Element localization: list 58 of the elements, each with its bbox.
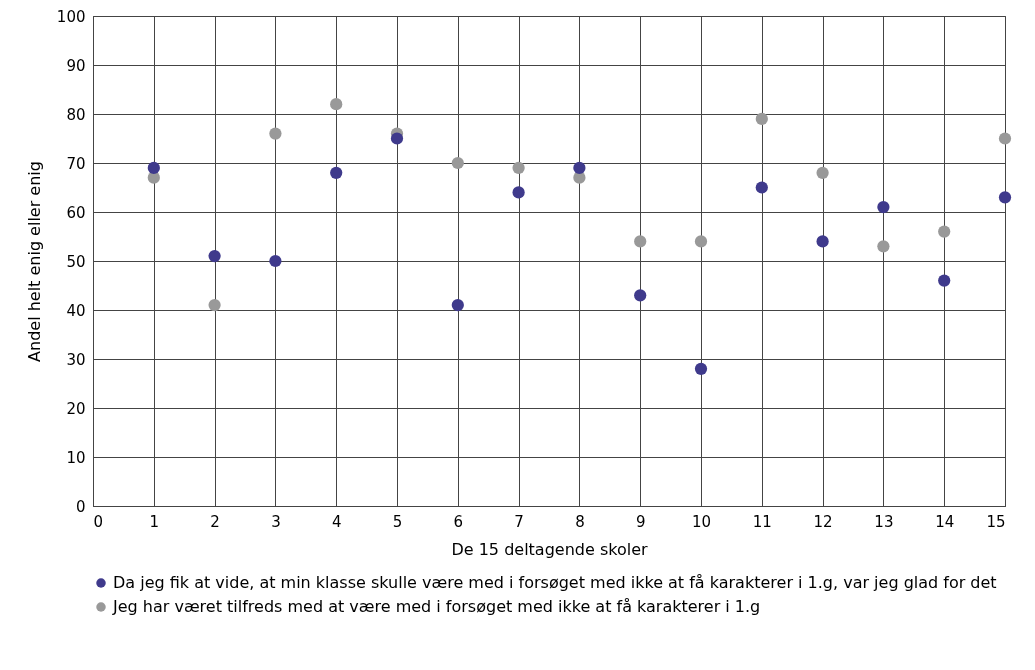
point <box>938 225 951 238</box>
y-tick-label: 60 <box>66 203 86 222</box>
y-tick-label: 80 <box>66 105 86 124</box>
y-tick-label: 30 <box>66 350 86 369</box>
point <box>877 200 890 214</box>
point <box>877 240 890 253</box>
point <box>451 156 464 170</box>
point <box>634 289 647 302</box>
x-tick-label: 7 <box>514 512 524 531</box>
point <box>755 112 768 126</box>
point <box>390 132 404 145</box>
y-axis-title: Andel helt enig eller enig <box>24 161 44 362</box>
x-tick-label: 0 <box>93 512 104 531</box>
point <box>147 161 160 175</box>
x-tick-label: 8 <box>575 512 585 531</box>
point <box>512 186 525 199</box>
x-tick-label: 2 <box>210 512 220 531</box>
x-tick-label: 10 <box>691 512 712 531</box>
point <box>998 191 1012 204</box>
x-tick-label: 6 <box>453 512 464 531</box>
legend-label: Da jeg fik at vide, at min klasse skulle være med i forsøget med ikke at få karakterer i 1.g, var jeg glad for det <box>113 573 997 592</box>
point <box>694 362 708 375</box>
point <box>755 181 768 194</box>
x-tick-label: 12 <box>813 512 833 531</box>
point <box>451 298 464 312</box>
point <box>208 298 221 312</box>
y-tick-label: 50 <box>66 252 86 271</box>
y-tick-label: 90 <box>66 56 86 75</box>
point <box>269 254 282 268</box>
x-tick-label: 1 <box>149 512 160 531</box>
point <box>816 166 829 179</box>
x-tick-label: 3 <box>271 512 281 531</box>
x-tick-label: 9 <box>635 512 646 531</box>
x-tick-label: 14 <box>935 512 955 531</box>
x-tick-label: 4 <box>331 512 342 531</box>
point <box>938 274 951 287</box>
point <box>634 235 647 248</box>
x-tick-label: 13 <box>874 512 894 531</box>
point <box>269 127 282 140</box>
point <box>208 249 221 263</box>
point <box>330 98 343 111</box>
point <box>573 161 586 175</box>
legend-label: Jeg har været tilfreds med at være med i forsøget med ikke at få karakterer i 1.g <box>112 597 761 616</box>
point <box>694 235 708 248</box>
point <box>330 166 343 179</box>
y-tick-label: 100 <box>56 7 86 26</box>
y-tick-label: 70 <box>66 154 86 173</box>
y-tick-label: 0 <box>75 497 86 516</box>
y-tick-label: 10 <box>66 448 86 467</box>
x-tick-label: 5 <box>392 512 403 531</box>
point <box>816 235 829 248</box>
x-axis-title: De 15 deltagende skoler <box>451 539 648 559</box>
x-tick-label: 11 <box>752 512 772 531</box>
x-tick-label: 15 <box>986 512 1006 531</box>
y-tick-label: 20 <box>66 399 86 418</box>
point <box>512 161 525 175</box>
y-tick-label: 40 <box>66 301 86 320</box>
point <box>998 132 1012 145</box>
